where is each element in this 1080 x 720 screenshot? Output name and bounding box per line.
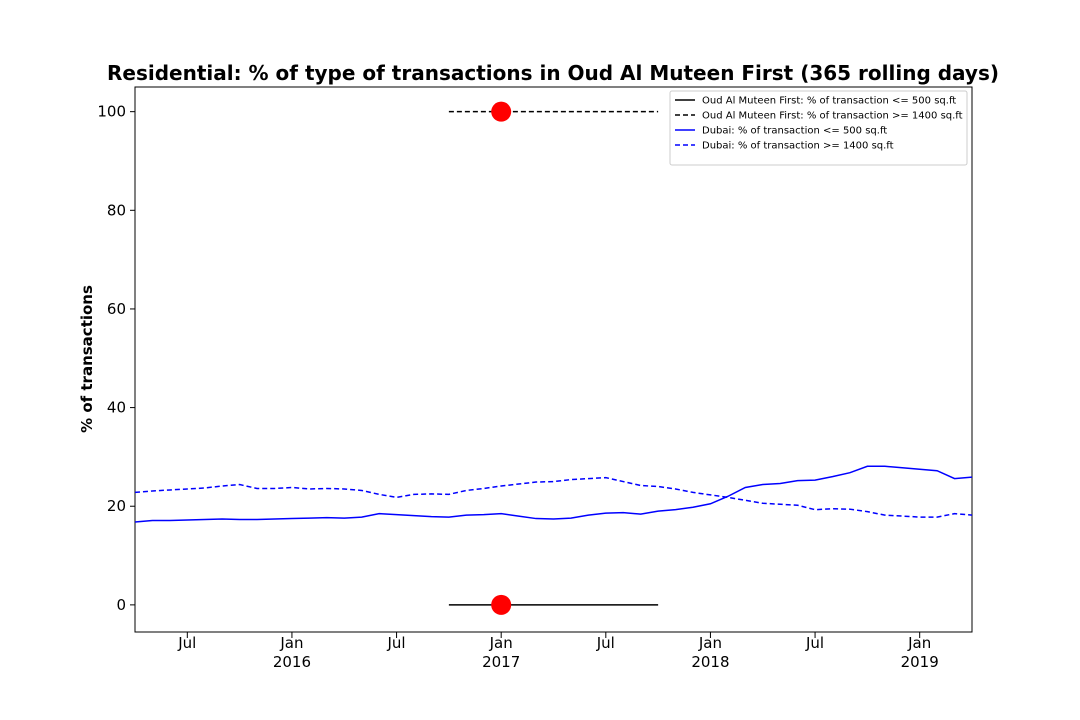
x-tick-label: Jul (596, 634, 615, 652)
marker (491, 101, 512, 122)
legend-label: Dubai: % of transaction <= 500 sq.ft (702, 126, 887, 137)
legend: Oud Al Muteen First: % of transaction <=… (669, 90, 968, 166)
plot-frame (134, 86, 973, 633)
chart-title: Residential: % of type of transactions i… (107, 61, 999, 85)
y-tick-label: 80 (107, 201, 126, 219)
x-tick-label: Jan 2019 (901, 634, 939, 671)
y-tick-label: 60 (107, 300, 126, 318)
series-line (134, 476, 973, 518)
x-tick-label: Jul (177, 634, 196, 652)
x-tick-label: Jul (387, 634, 406, 652)
y-tick-label: 20 (107, 497, 126, 515)
marker (491, 594, 512, 615)
y-tick-label: 40 (107, 399, 126, 417)
x-tick-label: Jan 2018 (691, 634, 729, 671)
x-tick-label: Jan 2017 (482, 634, 520, 671)
legend-box (669, 90, 968, 166)
y-tick-label: 0 (116, 596, 126, 614)
y-tick-label: 100 (97, 103, 126, 121)
legend-label: Oud Al Muteen First: % of transaction <=… (702, 96, 956, 107)
legend-label: Dubai: % of transaction >= 1400 sq.ft (702, 141, 894, 152)
x-tick-label: Jul (805, 634, 824, 652)
series-line (134, 465, 973, 523)
y-axis-label: % of transactions (78, 285, 96, 433)
legend-label: Oud Al Muteen First: % of transaction >=… (702, 111, 963, 122)
x-tick-label: Jan 2016 (273, 634, 311, 671)
